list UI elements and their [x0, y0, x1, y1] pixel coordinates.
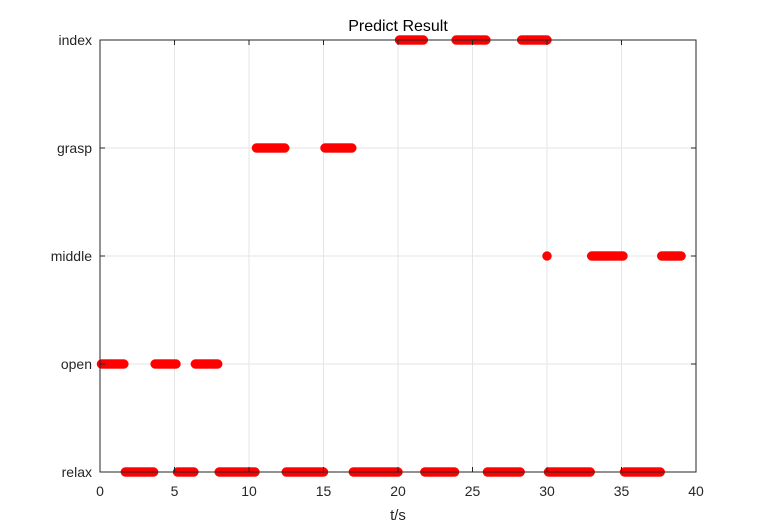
x-tick-label: 40	[688, 483, 704, 499]
x-tick-label: 10	[241, 483, 257, 499]
x-tick-label: 15	[316, 483, 332, 499]
axis-ticks	[99, 39, 697, 473]
y-tick-label: middle	[51, 248, 92, 264]
y-tick-label: relax	[62, 464, 92, 480]
data-point	[676, 251, 686, 261]
data-point	[171, 359, 181, 369]
x-tick-label: 35	[614, 483, 630, 499]
x-tick-label: 30	[539, 483, 555, 499]
y-tick-labels: relax open middle grasp index	[51, 32, 92, 480]
x-tick-label: 5	[171, 483, 179, 499]
data-point	[280, 143, 290, 153]
y-tick-label: index	[59, 32, 92, 48]
data-point	[119, 359, 129, 369]
x-tick-labels: 0 5 10 15 20 25 30 35 40	[96, 483, 704, 499]
x-tick-label: 20	[390, 483, 406, 499]
y-tick-label: grasp	[57, 140, 92, 156]
x-tick-label: 0	[96, 483, 104, 499]
x-axis-label: t/s	[390, 507, 406, 524]
data-point	[347, 143, 357, 153]
data-point	[542, 251, 552, 261]
y-tick-label: open	[61, 356, 92, 372]
data-point	[212, 359, 223, 369]
chart-title: Predict Result	[348, 18, 448, 35]
x-tick-label: 25	[465, 483, 481, 499]
data-point	[618, 251, 628, 261]
